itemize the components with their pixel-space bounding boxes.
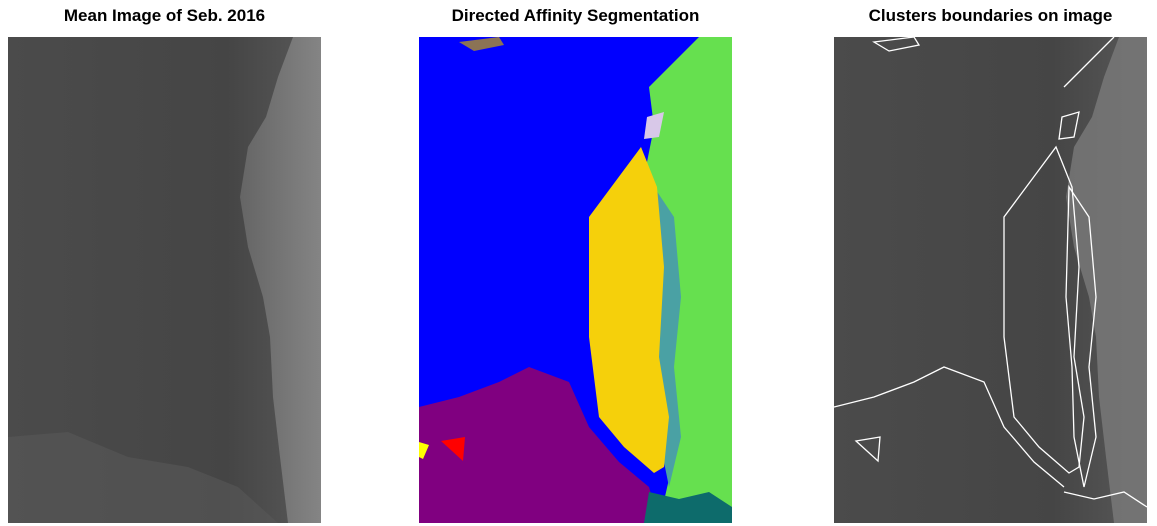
panel-segmentation: Directed Affinity Segmentation	[419, 0, 732, 526]
mean-image	[8, 37, 321, 523]
panel-title: Mean Image of Seb. 2016	[63, 6, 266, 25]
segmentation-image	[419, 37, 732, 523]
panel-boundaries: Clusters boundaries on image	[834, 0, 1147, 526]
boundaries-image	[834, 37, 1147, 523]
panel-title: Clusters boundaries on image	[868, 6, 1113, 25]
panel-mean-image: Mean Image of Seb. 2016	[8, 0, 321, 526]
panel-title: Directed Affinity Segmentation	[451, 6, 700, 25]
